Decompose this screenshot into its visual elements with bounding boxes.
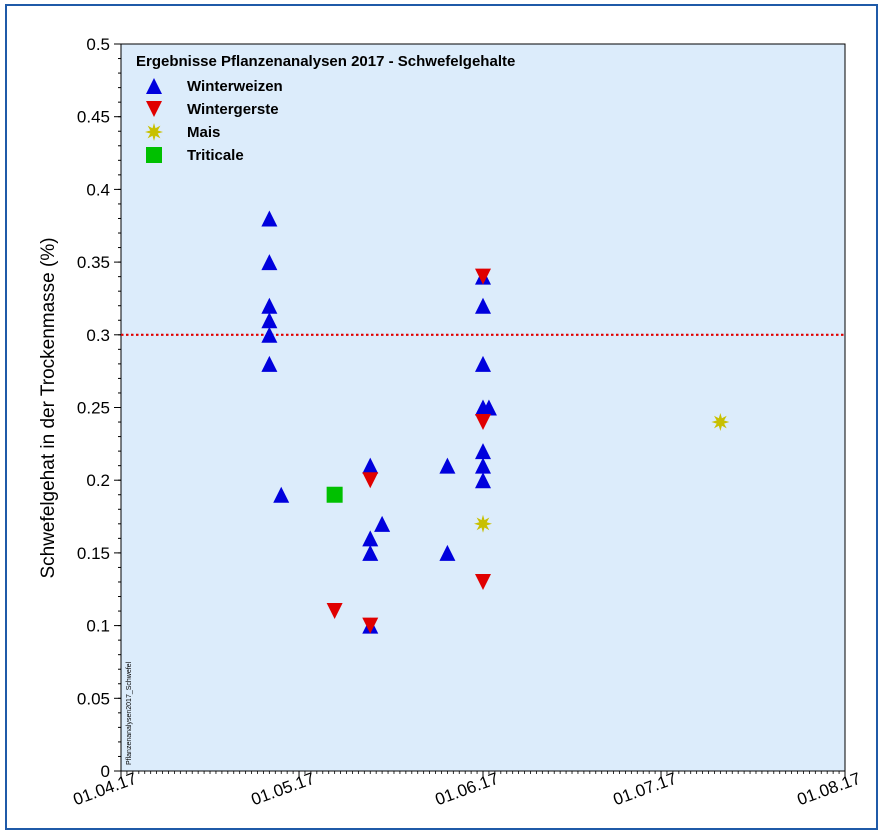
y-tick-label: 0 xyxy=(101,762,110,781)
point-mais xyxy=(711,413,730,431)
minor-ticks xyxy=(118,43,846,774)
y-tick-label: 0.4 xyxy=(86,180,110,199)
side-note: Pflanzenanalysen2017_Schwefel xyxy=(126,661,133,765)
point-winterweizen xyxy=(374,515,391,532)
point-winterweizen xyxy=(439,457,456,474)
point-winterweizen xyxy=(261,312,278,329)
legend-marker-winterweizen xyxy=(146,78,162,94)
point-wintergerste xyxy=(362,472,379,489)
y-tick-label: 0.45 xyxy=(77,108,110,127)
point-winterweizen xyxy=(362,457,379,474)
y-tick-label: 0.5 xyxy=(86,35,110,54)
point-winterweizen xyxy=(475,297,491,314)
legend-marker-triticale xyxy=(146,147,162,163)
point-winterweizen xyxy=(475,355,491,372)
x-tick-labels: 01.04.17 01.05.17 01.06.17 01.07.17 01.08.17 xyxy=(71,769,864,809)
point-winterweizen xyxy=(475,457,491,474)
legend-label: Wintergerste xyxy=(187,101,279,118)
y-axis-title: Schwefelgehat in der Trockenmasse (%) xyxy=(38,237,59,578)
data-points xyxy=(261,210,730,634)
y-tick-label: 0.2 xyxy=(86,471,110,490)
point-triticale xyxy=(326,486,343,503)
legend-label: Winterweizen xyxy=(187,78,283,95)
point-winterweizen xyxy=(273,486,290,503)
y-tick-label: 0.25 xyxy=(77,399,110,418)
point-winterweizen xyxy=(261,355,278,372)
point-wintergerste xyxy=(362,617,379,634)
point-winterweizen xyxy=(261,254,278,271)
point-wintergerste xyxy=(475,573,491,590)
y-tick-label: 0.05 xyxy=(77,689,110,708)
point-winterweizen xyxy=(475,443,491,460)
legend-label: Mais xyxy=(187,124,220,141)
y-tick-labels: 0 0.05 0.1 0.15 0.2 0.25 0.3 0.35 0.4 0.45 0.5 xyxy=(77,35,110,781)
legend-label: Triticale xyxy=(187,147,244,164)
x-tick-label: 01.05.17 xyxy=(249,769,318,809)
y-tick-label: 0.35 xyxy=(77,253,110,272)
point-winterweizen xyxy=(261,210,278,227)
legend: Ergebnisse Pflanzenanalysen 2017 - Schwe… xyxy=(136,53,515,164)
point-wintergerste xyxy=(326,603,343,620)
legend-title: Ergebnisse Pflanzenanalysen 2017 - Schwe… xyxy=(136,53,515,70)
point-winterweizen xyxy=(362,544,379,561)
point-wintergerste xyxy=(475,268,491,285)
axis-ticks xyxy=(114,43,846,778)
point-winterweizen xyxy=(475,472,491,489)
point-winterweizen xyxy=(261,297,278,314)
point-mais xyxy=(474,514,492,533)
y-tick-label: 0.3 xyxy=(86,326,110,345)
point-winterweizen xyxy=(480,399,497,416)
y-tick-label: 0.15 xyxy=(77,544,110,563)
point-winterweizen xyxy=(261,326,278,343)
point-wintergerste xyxy=(475,414,491,431)
legend-marker-wintergerste xyxy=(146,101,162,117)
point-winterweizen xyxy=(439,544,456,561)
x-tick-label: 01.07.17 xyxy=(611,769,680,809)
x-tick-label: 01.08.17 xyxy=(795,769,864,809)
y-tick-label: 0.1 xyxy=(86,617,110,636)
legend-marker-mais xyxy=(145,123,163,141)
x-tick-label: 01.06.17 xyxy=(433,769,502,809)
point-winterweizen xyxy=(362,530,379,547)
